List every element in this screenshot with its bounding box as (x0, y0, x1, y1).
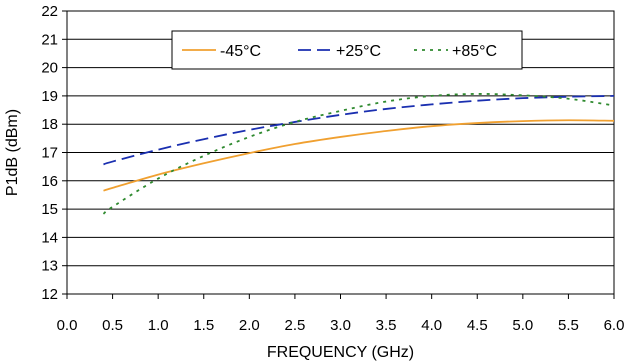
x-tick-label: 2.5 (284, 317, 305, 334)
y-tick-label: 19 (41, 88, 58, 105)
x-tick-label: 0.5 (102, 317, 123, 334)
x-tick-label: 1.5 (193, 317, 214, 334)
y-tick-label: 15 (41, 201, 58, 218)
x-tick-label: 2.0 (239, 317, 260, 334)
legend-label-1: +25°C (336, 43, 381, 60)
series-line-1 (103, 95, 615, 166)
y-tick-label: 12 (41, 286, 58, 303)
x-tick-label: 4.5 (467, 317, 488, 334)
y-axis-title: P1dB (dBm) (4, 109, 21, 196)
legend-label-0: -45°C (220, 43, 261, 60)
x-axis-ticks: 0.0 0.5 1.0 1.5 2.0 2.5 3.0 3.5 4.0 4.5 5.0 5.5 6.0 (57, 294, 625, 334)
y-tick-label: 14 (41, 229, 58, 246)
y-tick-label: 18 (41, 116, 58, 133)
x-tick-label: 3.0 (330, 317, 351, 334)
x-tick-label: 4.0 (421, 317, 442, 334)
y-tick-label: 20 (41, 60, 58, 77)
legend-label-2: +85°C (452, 43, 497, 60)
x-axis-title: FREQUENCY (GHz) (267, 344, 414, 361)
y-axis-ticks: 12 13 14 15 16 17 18 19 20 21 22 (41, 3, 67, 303)
x-tick-label: 1.0 (148, 317, 169, 334)
x-tick-label: 5.5 (558, 317, 579, 334)
series-line-0 (103, 119, 615, 192)
y-tick-label: 13 (41, 258, 58, 275)
series-layer (102, 93, 615, 215)
series-line-2 (102, 93, 615, 215)
legend-items: -45°C +25°C +85°C (182, 43, 497, 60)
x-tick-label: 6.0 (604, 317, 625, 334)
x-tick-label: 0.0 (57, 317, 78, 334)
y-tick-label: 21 (41, 31, 58, 48)
x-tick-label: 5.0 (512, 317, 533, 334)
y-tick-label: 16 (41, 173, 58, 190)
legend: -45°C +25°C +85°C (171, 30, 523, 70)
y-tick-label: 17 (41, 145, 58, 162)
y-tick-label: 22 (41, 3, 58, 20)
legend-box (171, 30, 523, 70)
x-tick-label: 3.5 (376, 317, 397, 334)
